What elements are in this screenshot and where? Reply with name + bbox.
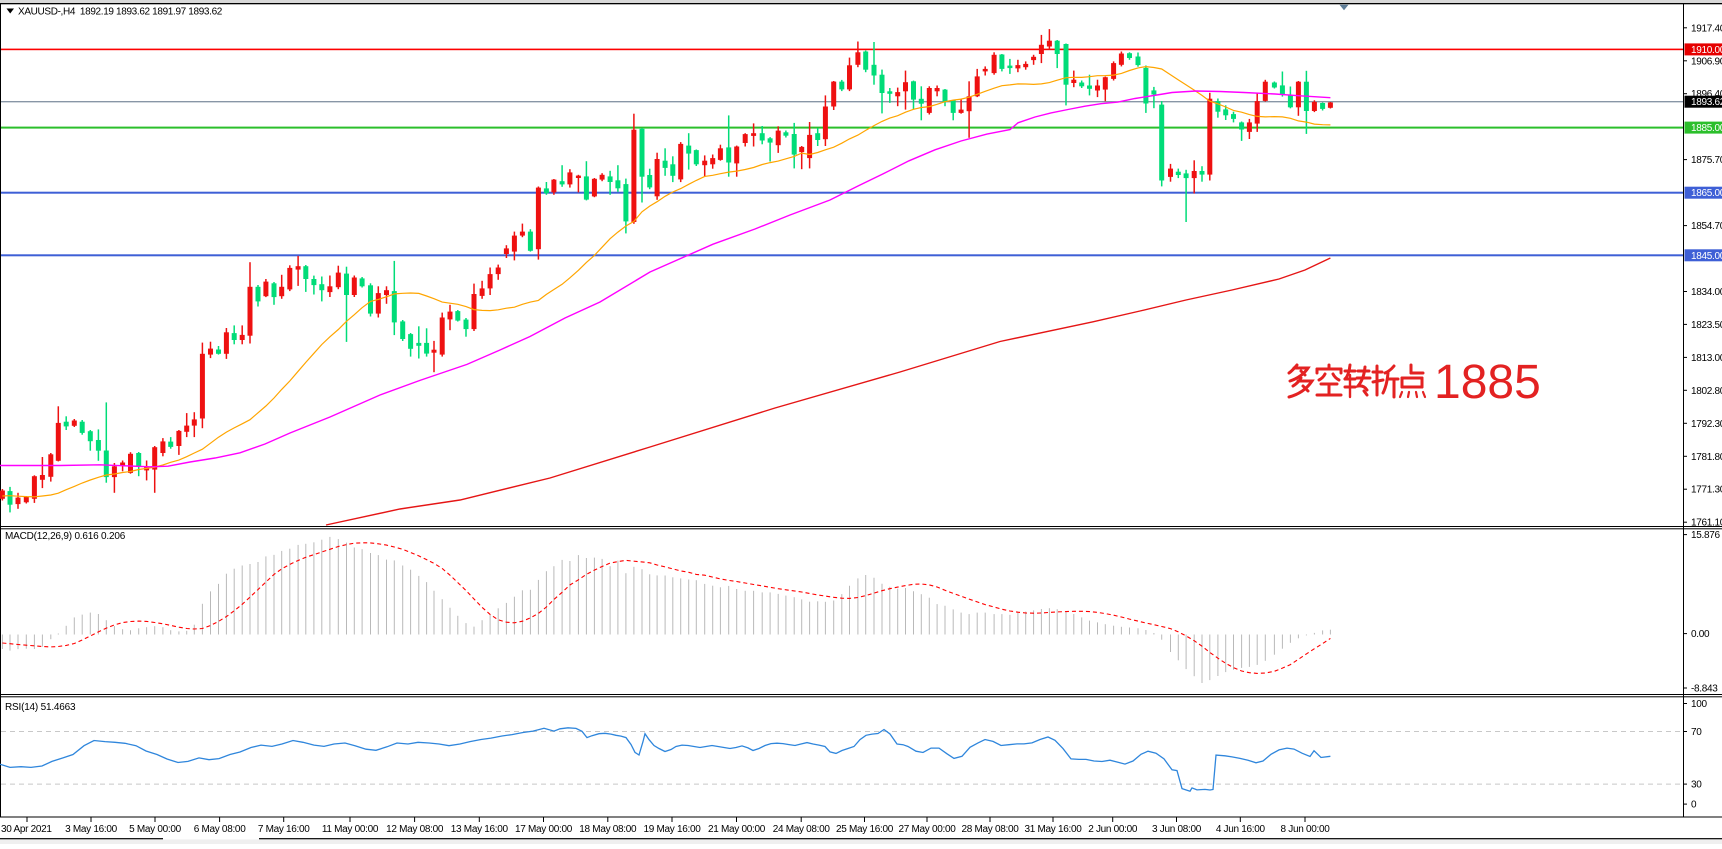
svg-text:1781.80: 1781.80 [1691,452,1722,463]
svg-text:1771.30: 1771.30 [1691,485,1722,496]
svg-text:17 May 00:00: 17 May 00:00 [515,824,573,835]
svg-text:31 May 16:00: 31 May 16:00 [1025,824,1083,835]
svg-text:1917.40: 1917.40 [1691,23,1722,34]
svg-text:30: 30 [1691,780,1702,791]
svg-text:3 May 16:00: 3 May 16:00 [65,824,117,835]
svg-text:0.00: 0.00 [1691,629,1710,640]
svg-text:XAUUSD-,H4 1892.19 1893.62 18: XAUUSD-,H4 1892.19 1893.62 1891.97 1893.… [18,7,223,18]
svg-text:11 May 00:00: 11 May 00:00 [322,824,379,835]
svg-text:30 Apr 2021: 30 Apr 2021 [1,824,52,835]
svg-text:1834.00: 1834.00 [1691,287,1722,298]
svg-text:2 Jun 00:00: 2 Jun 00:00 [1088,824,1138,835]
svg-text:1823.50: 1823.50 [1691,320,1722,331]
svg-text:1885: 1885 [1434,356,1541,409]
svg-text:-8.843: -8.843 [1691,684,1718,695]
svg-text:7 May 16:00: 7 May 16:00 [258,824,310,835]
svg-text:15.876: 15.876 [1691,530,1721,541]
svg-text:13 May 16:00: 13 May 16:00 [451,824,509,835]
svg-text:25 May 16:00: 25 May 16:00 [836,824,894,835]
svg-text:1906.90: 1906.90 [1691,56,1722,67]
svg-text:70: 70 [1691,727,1702,738]
svg-text:100: 100 [1691,699,1708,710]
svg-text:MACD(12,26,9) 0.616 0.206: MACD(12,26,9) 0.616 0.206 [5,531,126,542]
svg-text:5 May 00:00: 5 May 00:00 [129,824,181,835]
svg-text:RSI(14) 51.4663: RSI(14) 51.4663 [5,702,76,713]
svg-text:1893.62: 1893.62 [1691,97,1722,108]
svg-text:24 May 08:00: 24 May 08:00 [773,824,831,835]
svg-text:1854.70: 1854.70 [1691,221,1722,232]
svg-text:4 Jun 16:00: 4 Jun 16:00 [1216,824,1266,835]
svg-text:0: 0 [1691,800,1697,811]
svg-text:6 May 08:00: 6 May 08:00 [194,824,246,835]
svg-text:1875.70: 1875.70 [1691,155,1722,166]
svg-text:1813.00: 1813.00 [1691,353,1722,364]
svg-text:8 Jun 00:00: 8 Jun 00:00 [1281,824,1331,835]
svg-text:1885.00: 1885.00 [1691,123,1722,134]
svg-text:3 Jun 08:00: 3 Jun 08:00 [1152,824,1202,835]
svg-text:1845.00: 1845.00 [1691,251,1722,262]
svg-text:1802.80: 1802.80 [1691,386,1722,397]
svg-text:1761.10: 1761.10 [1691,518,1722,529]
svg-text:21 May 00:00: 21 May 00:00 [708,824,766,835]
svg-text:27 May 00:00: 27 May 00:00 [899,824,957,835]
svg-text:12 May 08:00: 12 May 08:00 [386,824,444,835]
svg-text:18 May 08:00: 18 May 08:00 [579,824,637,835]
svg-text:19 May 16:00: 19 May 16:00 [644,824,702,835]
svg-text:28 May 08:00: 28 May 08:00 [962,824,1020,835]
svg-text:1910.00: 1910.00 [1691,45,1722,56]
svg-text:1792.30: 1792.30 [1691,419,1722,430]
svg-text:1865.00: 1865.00 [1691,188,1722,199]
